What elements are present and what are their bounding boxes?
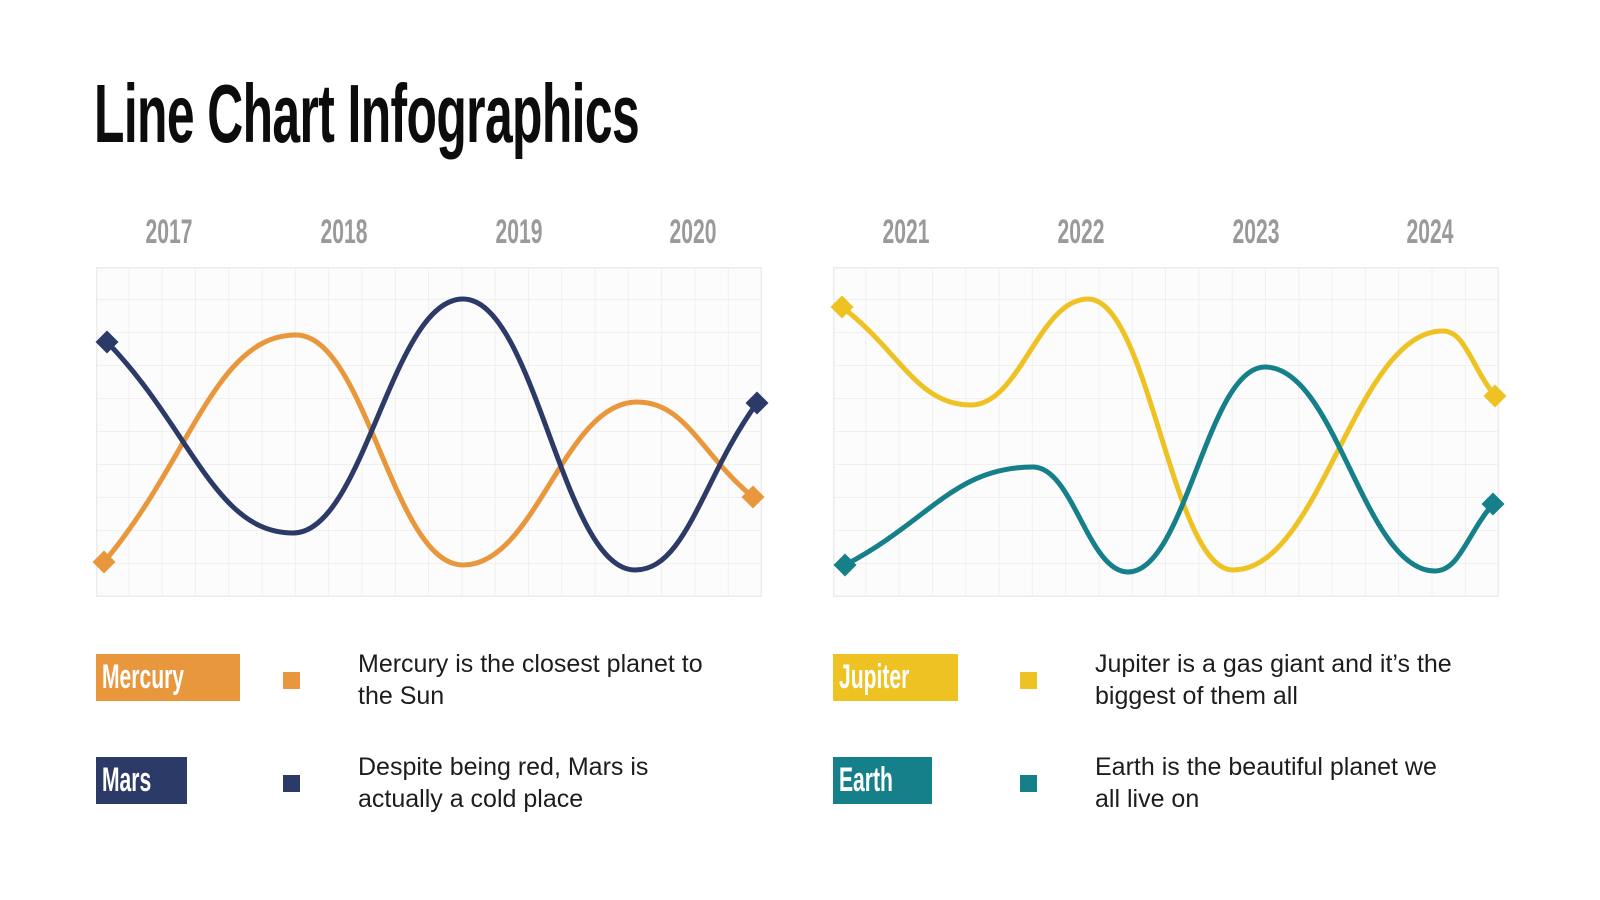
mars-badge-label: Mars	[102, 761, 152, 799]
jupiter-endpoint-marker	[830, 295, 854, 319]
mars-endpoint-marker	[745, 391, 769, 415]
legend-item-mercury: Mercury Mercury is the closest planet to…	[96, 648, 703, 748]
right-chart: 2021 2022 2023 2024	[830, 210, 1507, 600]
right-chart-plot	[830, 267, 1507, 597]
mercury-line	[101, 332, 756, 568]
plot-border	[833, 267, 1499, 597]
year-label: 2021	[882, 213, 930, 251]
earth-endpoint-marker	[1481, 492, 1505, 516]
jupiter-endpoint-marker	[1483, 384, 1507, 408]
earth-description: Earth is the beautiful planet we all liv…	[1095, 753, 1437, 813]
jupiter-badge: Jupiter	[833, 654, 959, 701]
left-chart-year-labels: 2017 2018 2019 2020	[96, 213, 762, 253]
left-chart: 2017 2018 2019 2020	[92, 210, 769, 600]
year-label: 2022	[1057, 213, 1105, 251]
year-label: 2019	[495, 213, 543, 251]
mars-badge: Mars	[96, 757, 188, 804]
year-label: 2023	[1232, 213, 1280, 251]
mercury-badge-label: Mercury	[102, 658, 185, 696]
earth-badge-label: Earth	[839, 761, 893, 799]
earth-endpoint-marker	[833, 553, 857, 577]
page-title: Line Chart Infographics	[94, 67, 640, 160]
year-label: 2018	[320, 213, 368, 251]
mars-endpoint-marker	[95, 330, 119, 354]
earth-line	[842, 364, 1496, 575]
earth-badge: Earth	[833, 757, 932, 804]
mars-marker-icon	[283, 775, 300, 792]
earth-marker-icon	[1020, 775, 1037, 792]
mercury-marker-icon	[283, 672, 300, 689]
mercury-endpoint-marker	[741, 485, 765, 509]
legend-item-mars: Mars Despite being red, Mars is actually…	[96, 751, 656, 851]
legend-item-earth: Earth Earth is the beautiful planet we a…	[833, 751, 1437, 851]
mercury-badge: Mercury	[96, 654, 241, 701]
jupiter-line	[839, 296, 1498, 573]
grid-lines	[833, 267, 1499, 597]
mercury-endpoint-marker	[92, 550, 116, 574]
mercury-description: Mercury is the closest planet to the Sun	[358, 650, 703, 710]
left-chart-plot	[92, 267, 769, 597]
jupiter-description: Jupiter is a gas giant and it’s the bigg…	[1095, 650, 1452, 710]
jupiter-marker-icon	[1020, 672, 1037, 689]
plot-border	[96, 267, 762, 597]
right-chart-year-labels: 2021 2022 2023 2024	[833, 213, 1499, 253]
year-label: 2024	[1406, 213, 1454, 251]
year-label: 2020	[669, 213, 717, 251]
jupiter-badge-label: Jupiter	[839, 658, 910, 696]
legend-item-jupiter: Jupiter Jupiter is a gas giant and it’s …	[833, 648, 1452, 748]
mars-description: Despite being red, Mars is actually a co…	[358, 753, 649, 813]
year-label: 2017	[145, 213, 193, 251]
mars-line	[104, 296, 760, 573]
